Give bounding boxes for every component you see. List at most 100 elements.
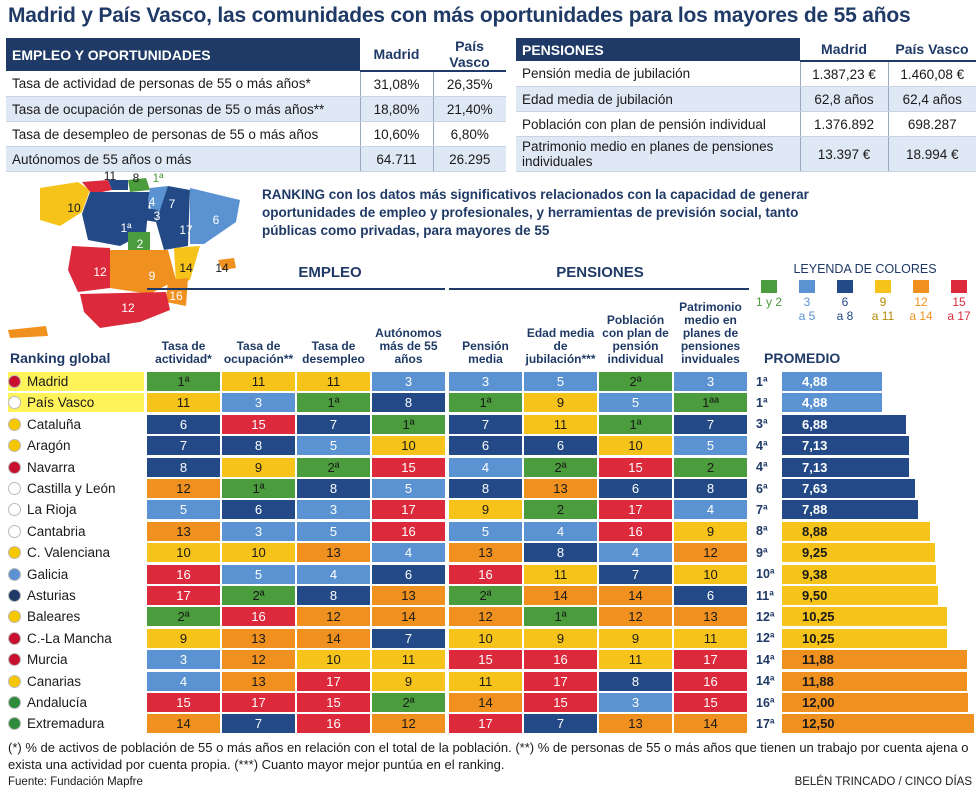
legend-swatch [799,280,815,293]
legend-swatch [951,280,967,293]
legend-title: LEYENDA DE COLORES [793,262,937,276]
empleo-row-pais-vasco: 21,40% [432,96,506,122]
map-label-aragon: 17 [179,223,193,237]
ranking-cell: 13 [449,543,522,563]
ranking-cell: 8 [297,586,370,605]
promedio-bar: 10,25 [782,628,947,648]
pensiones-row-madrid: 13.397 € [799,136,888,172]
ranking-cell: 8 [599,671,672,691]
ranking-cell: 3 [599,693,672,712]
ranking-cell: 7 [222,714,295,734]
global-rank: 3ª [756,417,768,432]
column-header: Pensión media [462,339,509,366]
empleo-row: Autónomos de 55 años o más 64.711 26.295 [6,146,506,172]
map-baleares [218,258,236,270]
global-rank: 1ª [756,395,768,410]
pensiones-row: Pensión media de jubilación 1.387,23 €1.4… [516,61,976,87]
row-region: Galicia [8,565,144,584]
ranking-cell: 14 [449,693,522,712]
region-name: Cataluña [27,416,82,432]
map-canarias [8,326,48,338]
promedio-bar: 7,63 [782,479,916,498]
column-header: Tasa de actividad* [155,339,212,366]
ranking-cell: 5 [297,436,370,456]
ranking-cell: 17 [449,714,522,734]
legend-item: 15 a 17 [942,280,976,323]
legend-swatch [875,280,891,293]
ranking-cell: 9 [222,457,295,477]
ranking-cell: 2ª [599,372,672,391]
map-cataluna [190,188,240,244]
ranking-cell: 14 [372,607,445,627]
pensiones-col-madrid: Madrid [800,38,888,62]
global-rank: 10ª [756,567,775,582]
ranking-cell: 6 [599,479,672,498]
row-region: Madrid [8,372,144,391]
empleo-oportunidades-table: EMPLEO Y OPORTUNIDADES Madrid País Vasco… [6,38,506,172]
ranking-cell: 1ª [147,372,220,391]
global-rank: 6ª [756,481,768,496]
ranking-cell: 6 [147,414,220,434]
region-name: País Vasco [27,395,95,411]
ranking-cell: 16 [674,671,747,691]
ranking-cell: 10 [372,436,445,456]
ranking-cell: 5 [222,564,295,584]
ranking-cell: 11 [147,393,220,413]
global-rank: 12ª [756,631,775,646]
empleo-row-madrid: 10,60% [359,121,433,147]
ranking-cell: 5 [524,372,597,391]
promedio-bar: 7,88 [782,500,919,520]
row-region: Andalucía [8,693,144,712]
pensiones-row-label: Pensión media de jubilación [516,61,800,87]
empleo-row-pais-vasco: 6,80% [432,121,506,147]
ranking-global-header: Ranking global [10,350,111,366]
pensiones-row-madrid: 62,8 años [799,86,888,112]
ranking-cell: 6 [524,436,597,456]
global-rank: 11ª [756,588,774,603]
legend-swatch [913,280,929,293]
ranking-cell: 12 [449,607,522,627]
row-region: País Vasco [8,393,144,413]
row-region: La Rioja [8,500,144,519]
row-region: Extremadura [8,714,144,733]
ranking-cell: 13 [147,521,220,541]
region-flag-icon [8,375,21,388]
ranking-cell: 3 [449,372,522,391]
empleo-group-rule [147,288,445,290]
map-label-madrid: 2 [137,237,144,251]
spain-map: 11 8 1ª 10 4 7 3 6 1ª 2 17 12 9 14 16 12… [8,169,240,338]
ranking-cell: 4 [524,521,597,541]
empleo-row-madrid: 18,80% [359,96,433,122]
ranking-cell: 3 [297,500,370,520]
global-rank: 16ª [756,695,775,710]
ranking-cell: 14 [674,714,747,734]
promedio-bar: 9,50 [782,586,938,605]
ranking-cell: 6 [674,586,747,605]
ranking-cell: 12 [674,543,747,563]
column-header: Tasa de ocupación** [223,339,294,366]
global-rank: 9ª [756,545,768,560]
global-rank: 14ª [756,652,775,667]
ranking-cell: 10 [449,628,522,648]
map-label-aragon-top: 7 [169,197,176,211]
region-flag-icon [8,396,21,410]
ranking-cell: 8 [524,543,597,563]
map-label-galicia: 10 [67,201,81,215]
region-name: La Rioja [27,502,77,518]
ranking-cell: 12 [147,479,220,498]
map-asturias [82,180,112,194]
region-name: Madrid [27,374,69,389]
row-region: Cantabria [8,522,144,541]
region-name: C.-La Mancha [27,630,112,646]
ranking-cell: 5 [297,521,370,541]
empleo-row: Tasa de desempleo de personas de 55 o má… [6,121,506,147]
ranking-cell: 11 [599,650,672,670]
region-flag-icon [8,546,21,560]
map-label-navarra: 4 [149,195,156,209]
global-rank: 1ª [756,374,768,389]
promedio-bar: 11,88 [782,671,967,691]
row-region: Cataluña [8,415,144,434]
region-name: Canarias [27,673,82,689]
